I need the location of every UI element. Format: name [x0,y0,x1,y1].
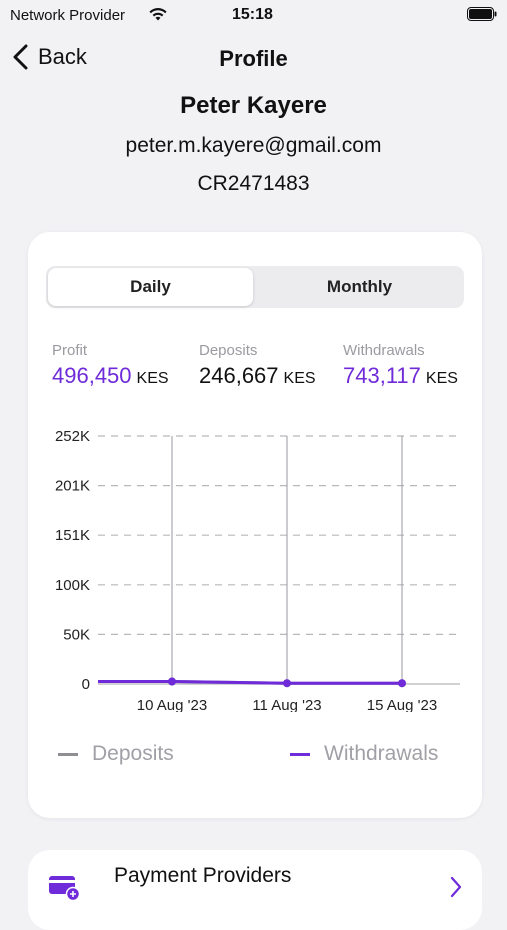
nav-bar: Back Profile [0,40,507,80]
clock: 15:18 [232,6,273,23]
stat-profit-currency: KES [136,370,169,387]
y-tick-label: 151K [55,527,90,544]
x-tick-label: 10 Aug '23 [137,697,207,712]
page-title: Profile [219,46,288,71]
line-chart: 252K 201K 151K 100K 50K 0 10 Aug '23 11 Aug '23… [55,428,460,712]
wallet-card-icon [49,876,81,902]
stat-withdrawals-label: Withdrawals [343,342,425,359]
legend-withdrawals-swatch [290,752,310,756]
chevron-right-icon [450,876,462,898]
payment-providers-row[interactable]: Payment Providers [28,850,482,930]
stats-summary: Profit 496,450 KES Deposits 246,667 KES Wi… [28,342,482,392]
carrier-label: Network Provider [10,7,126,24]
profile-name: Peter Kayere [180,92,327,119]
battery-icon [467,7,497,21]
profile-id: CR2471483 [197,172,310,195]
wifi-icon [149,8,167,21]
stat-deposits-currency: KES [283,370,316,387]
profile-email: peter.m.kayere@gmail.com [125,134,382,157]
data-point-withdrawals [168,677,176,686]
legend-deposits-label: Deposits [92,742,174,765]
y-tick-label: 50K [63,626,90,643]
stat-profit-value: 496,450 [52,363,132,388]
stat-withdrawals-currency: KES [425,370,458,387]
data-point-withdrawals [283,679,291,688]
back-label: Back [38,44,87,69]
tab-monthly[interactable]: Monthly [326,277,393,296]
chart-legend: Deposits Withdrawals [28,742,482,772]
y-tick-label: 100K [55,577,90,594]
period-segmented-control: Daily Monthly [46,266,464,308]
x-tick-label: 11 Aug '23 [252,697,321,712]
stat-withdrawals: Withdrawals 743,117 KES [343,342,458,389]
legend-deposits[interactable]: Deposits [58,742,174,766]
series-line-withdrawals [98,680,402,685]
status-bar: Network Provider 15:18 [0,0,507,32]
legend-withdrawals[interactable]: Withdrawals [290,742,438,766]
stat-deposits-label: Deposits [199,342,258,359]
stat-profit-label: Profit [52,342,88,359]
y-tick-label: 201K [55,478,90,495]
y-tick-label: 252K [55,428,90,445]
back-button[interactable]: Back [12,44,87,70]
x-tick-label: 15 Aug '23 [367,697,437,712]
legend-withdrawals-label: Withdrawals [324,742,439,765]
stat-deposits-value: 246,667 [199,363,279,388]
stat-withdrawals-value: 743,117 [343,363,421,388]
payment-providers-label: Payment Providers [114,864,292,887]
stats-card: Daily Monthly Profit 496,450 KES Deposits… [28,232,482,818]
legend-deposits-swatch [58,752,78,756]
y-tick-label: 0 [82,676,90,693]
tab-daily[interactable]: Daily [48,268,253,306]
chevron-left-icon [13,44,28,70]
data-point-withdrawals [398,679,406,688]
stat-deposits: Deposits 246,667 KES [199,342,316,389]
stat-profit: Profit 496,450 KES [52,342,169,389]
